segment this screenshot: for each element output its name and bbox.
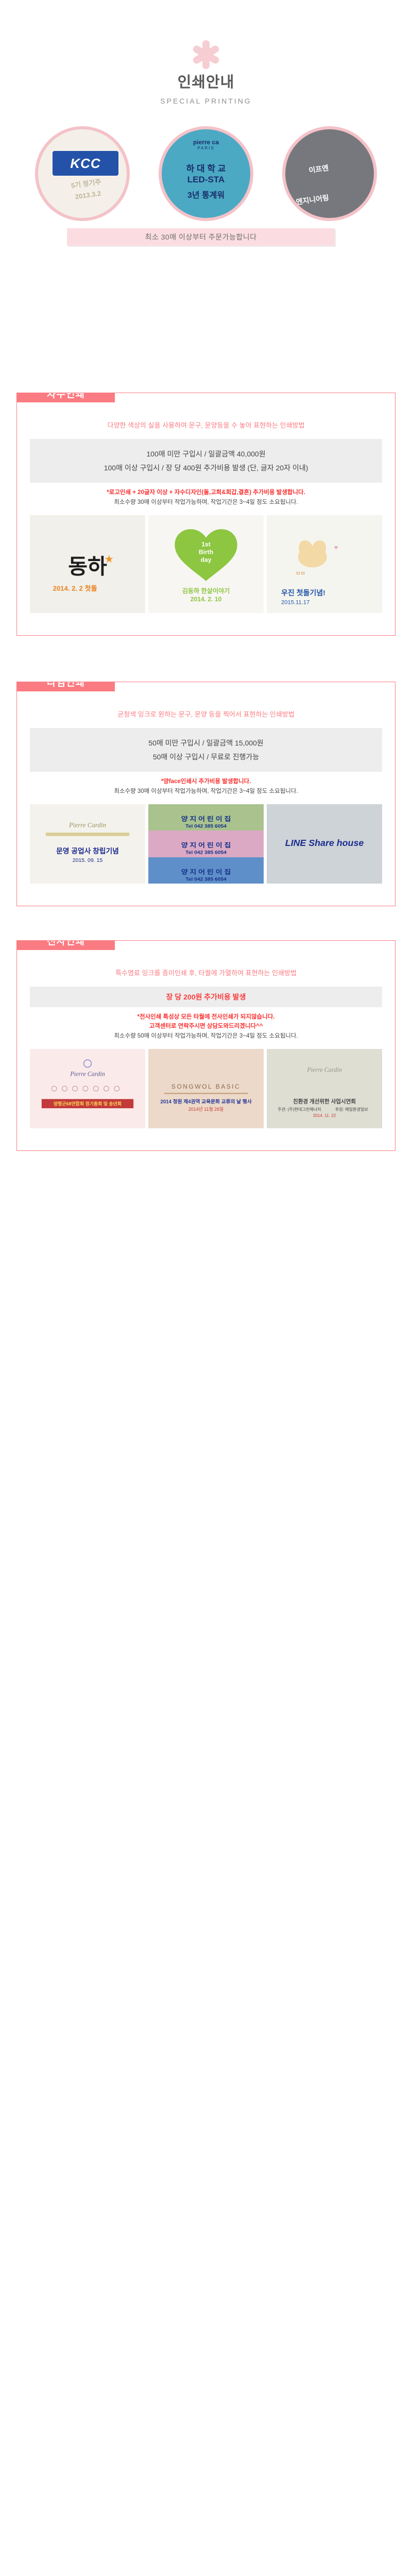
svg-text:SONGWOL BASIC: SONGWOL BASIC [171, 1083, 241, 1090]
svg-text:2014. 11. 22: 2014. 11. 22 [313, 1113, 336, 1118]
svg-text:★: ★ [105, 553, 114, 565]
svg-text:Pierre Cardin: Pierre Cardin [70, 1071, 105, 1078]
svg-text:Pierre Cardin: Pierre Cardin [68, 821, 106, 829]
svg-text:양평군68연합회 정기총회 및 송년회: 양평군68연합회 정기총회 및 송년회 [54, 1101, 122, 1107]
svg-text:Tel 042 385 6054: Tel 042 385 6054 [185, 877, 227, 882]
svg-text:♥: ♥ [334, 544, 338, 551]
svg-text:Birth: Birth [199, 548, 213, 555]
svg-text:김동하 한살이야기: 김동하 한살이야기 [182, 587, 230, 595]
svg-text:2014년 11월 26일: 2014년 11월 26일 [188, 1106, 224, 1112]
svg-text:양 지 어 린 이 집: 양 지 어 린 이 집 [181, 868, 231, 875]
svg-text:2015. 09. 15: 2015. 09. 15 [73, 857, 103, 863]
svg-text:친환경 개선위한 사업시연회: 친환경 개선위한 사업시연회 [293, 1098, 356, 1105]
svg-text:Pierre Cardin: Pierre Cardin [306, 1066, 342, 1074]
svg-text:동하: 동하 [68, 555, 107, 579]
svg-text:양 지 어 린 이 집: 양 지 어 린 이 집 [181, 815, 231, 822]
svg-text:후원: 매일환경일보: 후원: 매일환경일보 [335, 1107, 369, 1112]
svg-text:LINE Share house: LINE Share house [285, 838, 364, 848]
svg-text:우진 첫돌기념!: 우진 첫돌기념! [281, 589, 325, 597]
svg-text:2015.11.17: 2015.11.17 [281, 599, 310, 605]
svg-text:ㅁㅁ: ㅁㅁ [296, 571, 305, 577]
svg-text:2014 청원 제4권역 교육문화 교류의 날 행사: 2014 청원 제4권역 교육문화 교류의 날 행사 [160, 1098, 251, 1105]
svg-text:1st: 1st [201, 540, 211, 548]
svg-text:양 지 어 린 이 집: 양 지 어 린 이 집 [181, 841, 231, 849]
svg-text:Tel 042 385 6054: Tel 042 385 6054 [185, 824, 227, 829]
svg-text:2014. 2. 2 첫돌: 2014. 2. 2 첫돌 [53, 584, 97, 592]
svg-text:2014. 2. 10: 2014. 2. 10 [191, 596, 222, 603]
svg-text:문영 공업사 창립기념: 문영 공업사 창립기념 [56, 847, 119, 855]
svg-text:주관: (주)현대그린에너지: 주관: (주)현대그린에너지 [278, 1107, 321, 1112]
svg-text:day: day [201, 556, 212, 563]
svg-text:Tel 042 385 6054: Tel 042 385 6054 [185, 850, 227, 855]
